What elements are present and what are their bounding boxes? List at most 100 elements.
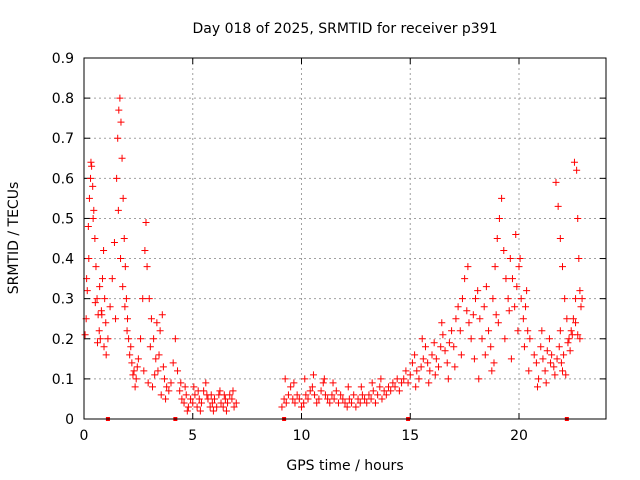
data-point	[522, 303, 530, 311]
data-point	[524, 327, 532, 335]
data-point	[326, 399, 334, 407]
data-point	[413, 367, 421, 375]
data-point	[368, 379, 376, 387]
data-point	[101, 295, 109, 303]
data-point	[482, 283, 490, 291]
data-point	[95, 327, 103, 335]
data-point	[178, 395, 186, 403]
data-point	[445, 339, 453, 347]
data-point	[367, 395, 375, 403]
data-point	[426, 367, 434, 375]
data-point	[169, 359, 177, 367]
data-point	[404, 379, 412, 387]
data-point	[102, 351, 110, 359]
data-point	[189, 399, 197, 407]
data-point	[191, 391, 199, 399]
data-point	[519, 315, 527, 323]
data-point	[128, 359, 136, 367]
data-point	[365, 391, 373, 399]
data-point	[183, 407, 191, 415]
data-point	[143, 263, 151, 271]
data-point	[313, 399, 321, 407]
data-point	[508, 275, 516, 283]
data-point	[142, 218, 150, 226]
data-point	[458, 295, 466, 303]
data-point	[563, 315, 571, 323]
data-point	[452, 315, 460, 323]
data-point	[96, 335, 104, 343]
data-point	[356, 399, 364, 407]
data-point	[308, 383, 316, 391]
data-point	[306, 387, 314, 395]
data-point	[569, 315, 577, 323]
data-point	[520, 343, 528, 351]
tick-labels: 0 0.1 0.2 0.3 0.4 0.5 0.6 0.7 0.8 0.9 0 5 10 15 20	[52, 51, 528, 444]
data-point	[504, 295, 512, 303]
data-point	[295, 395, 303, 403]
data-point	[448, 327, 456, 335]
data-point	[487, 343, 495, 351]
data-point	[122, 295, 130, 303]
data-point	[87, 174, 95, 182]
data-point	[195, 395, 203, 403]
data-point	[494, 319, 502, 327]
data-point	[162, 395, 170, 403]
data-point	[507, 355, 515, 363]
y-axis-label: SRMTID / TECUs	[6, 182, 22, 295]
data-point	[348, 399, 356, 407]
data-point	[93, 339, 101, 347]
data-point	[393, 375, 401, 383]
data-point	[337, 391, 345, 399]
data-point	[146, 343, 154, 351]
data-point	[511, 303, 519, 311]
data-point	[134, 355, 142, 363]
data-point	[574, 331, 582, 339]
data-point	[115, 106, 123, 114]
data-point	[357, 383, 365, 391]
data-point	[132, 375, 140, 383]
data-point	[120, 235, 128, 242]
data-point	[439, 331, 447, 339]
data-point	[371, 399, 379, 407]
data-point	[542, 379, 550, 387]
data-point	[575, 255, 583, 263]
data-point	[281, 375, 289, 383]
data-point	[523, 287, 531, 295]
data-point	[343, 403, 351, 411]
data-point	[176, 387, 184, 395]
data-point	[119, 194, 127, 202]
data-point	[578, 295, 586, 303]
data-point	[339, 395, 347, 403]
data-point	[495, 214, 503, 222]
data-point	[505, 307, 513, 315]
data-point	[291, 399, 299, 407]
data-point	[83, 287, 91, 295]
data-point	[480, 303, 488, 311]
data-point	[298, 403, 305, 411]
data-point	[475, 375, 483, 383]
data-point	[114, 206, 122, 214]
data-point	[157, 391, 165, 399]
data-point	[153, 319, 161, 327]
data-point	[561, 295, 569, 303]
data-point	[328, 391, 336, 399]
data-point	[165, 387, 173, 395]
axis-ticks	[83, 57, 606, 420]
data-point	[369, 387, 377, 395]
y-tick-label: 0.1	[52, 372, 74, 388]
data-point	[451, 363, 459, 371]
grid	[84, 58, 606, 419]
data-point	[118, 154, 126, 162]
data-point	[129, 371, 137, 379]
data-point	[317, 387, 325, 395]
data-point	[376, 383, 384, 391]
data-point	[465, 319, 473, 327]
data-point	[431, 371, 439, 379]
data-point	[202, 379, 210, 387]
data-point	[513, 283, 521, 291]
data-point	[395, 387, 403, 395]
data-point	[182, 391, 190, 399]
data-point	[309, 371, 317, 379]
data-point	[498, 194, 506, 202]
data-point	[478, 335, 486, 343]
